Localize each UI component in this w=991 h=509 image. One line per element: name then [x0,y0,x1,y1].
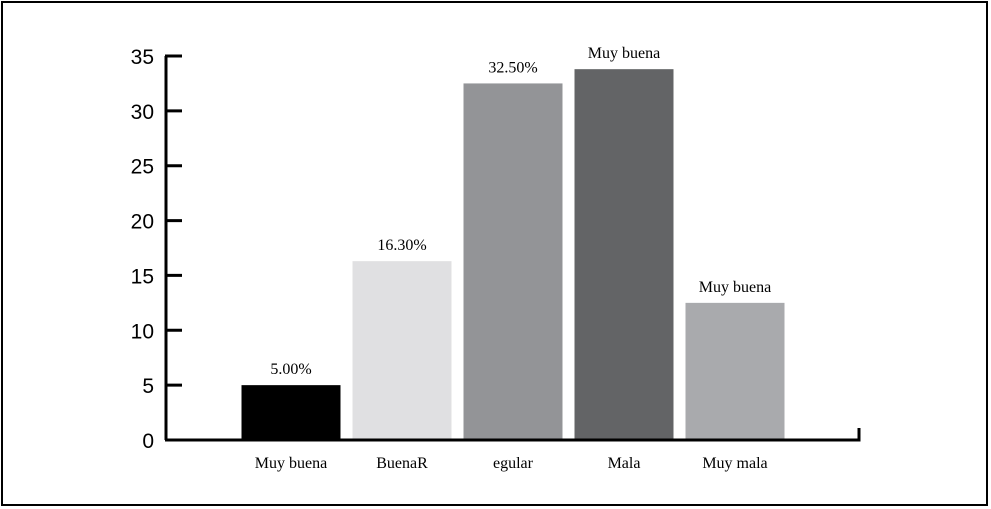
y-tick-label: 25 [131,156,154,179]
y-tick-label: 35 [131,46,154,69]
bar [685,302,785,440]
x-tick-label: egular [493,455,534,472]
data-labels: 5.00% 16.30% 32.50% Muy buena Muy buena [270,45,771,378]
bars [241,69,785,440]
y-tick-label: 15 [131,265,154,288]
bar [352,261,452,440]
data-label: 5.00% [270,361,311,378]
y-tick-label: 20 [131,211,154,234]
x-axis: Muy buena BuenaR egular Mala Muy mala [166,428,861,472]
y-tick-label: 5 [142,375,154,398]
data-label: 16.30% [377,237,426,254]
y-tick-label: 30 [131,101,154,124]
y-tick-label: 0 [142,430,154,453]
data-label: Muy buena [699,279,771,296]
x-tick-label: Muy mala [702,455,767,472]
x-tick-label: Mala [608,455,641,472]
y-axis: 0 5 10 15 20 25 30 35 [131,46,182,453]
y-tick-label: 10 [131,320,154,343]
x-tick-label: Muy buena [255,455,327,472]
data-label: 32.50% [488,59,537,76]
bar [241,385,341,440]
x-tick-label: BuenaR [376,455,428,472]
data-label: Muy buena [588,45,660,62]
bar [574,69,674,440]
bar [463,83,563,440]
